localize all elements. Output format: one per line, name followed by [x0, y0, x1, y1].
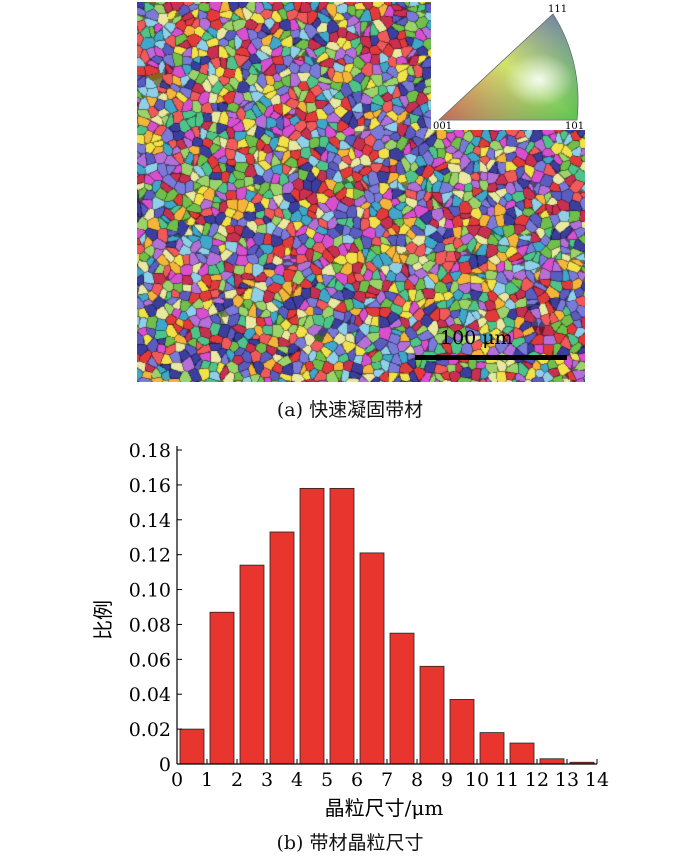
- ipf-label-101: 101: [565, 121, 584, 130]
- x-tick-label-9: 9: [441, 769, 453, 791]
- bar-6: [359, 552, 385, 765]
- x-tick-label-3: 3: [261, 769, 273, 791]
- y-tick-label-0: 0: [159, 754, 171, 776]
- x-tick-label-2: 2: [231, 769, 243, 791]
- x-tick-label-7: 7: [381, 769, 393, 791]
- x-tick-label-6: 6: [351, 769, 363, 791]
- y-tick-label-2: 0.04: [129, 684, 171, 706]
- ipf-triangle-highlight: [439, 14, 578, 120]
- scale-bar: [415, 355, 567, 360]
- bar-4: [299, 487, 325, 765]
- x-tick-label-11: 11: [495, 769, 519, 791]
- y-tick-label-1: 0.02: [129, 719, 171, 741]
- x-tick-label-14: 14: [585, 769, 609, 791]
- bar-8: [419, 665, 445, 765]
- bar-1: [209, 611, 235, 765]
- tick-labels-group: 0 1 2 3 4 5 6 7 8 9 10 11 12 13 1400.020.040.060.080.1…: [129, 440, 609, 791]
- ipf-color-key: 111 001 101: [431, 2, 585, 130]
- axes-group: [176, 446, 598, 765]
- x-tick-label-12: 12: [525, 769, 549, 791]
- y-tick-label-3: 0.06: [129, 649, 171, 671]
- grain-size-histogram: 0 1 2 3 4 5 6 7 8 9 10 11 12 13 1400.020.040.060.080.1…: [91, 440, 609, 820]
- y-tick-label-5: 0.10: [129, 580, 171, 602]
- scale-bar-label: 100 μm: [440, 327, 513, 349]
- ipf-label-111: 111: [548, 4, 567, 15]
- bar-12: [539, 758, 565, 765]
- bar-10: [479, 732, 505, 765]
- bar-5: [329, 487, 355, 765]
- x-tick-label-4: 4: [291, 769, 303, 791]
- bar-7: [389, 632, 415, 765]
- x-tick-label-0: 0: [171, 769, 183, 791]
- y-axis-label: 比例: [91, 600, 115, 640]
- y-tick-label-6: 0.12: [129, 545, 171, 567]
- y-tick-label-9: 0.18: [129, 440, 171, 462]
- bar-11: [509, 742, 535, 765]
- caption-b: (b) 带材晶粒尺寸: [276, 832, 424, 854]
- caption-a: (a) 快速凝固带材: [276, 399, 424, 421]
- x-tick-label-5: 5: [321, 769, 333, 791]
- x-tick-label-8: 8: [411, 769, 423, 791]
- x-tick-label-1: 1: [201, 769, 213, 791]
- x-tick-label-10: 10: [465, 769, 489, 791]
- bars-group: [179, 487, 595, 765]
- bar-2: [239, 564, 265, 765]
- y-tick-label-7: 0.14: [129, 510, 171, 532]
- y-tick-label-8: 0.16: [129, 475, 171, 497]
- x-tick-label-13: 13: [555, 769, 579, 791]
- bar-3: [269, 531, 295, 765]
- bar-9: [449, 699, 475, 765]
- y-tick-label-4: 0.08: [129, 614, 171, 636]
- bar-0: [179, 728, 205, 765]
- ipf-label-001: 001: [433, 121, 452, 130]
- x-axis-label: 晶粒尺寸/μm: [325, 796, 444, 820]
